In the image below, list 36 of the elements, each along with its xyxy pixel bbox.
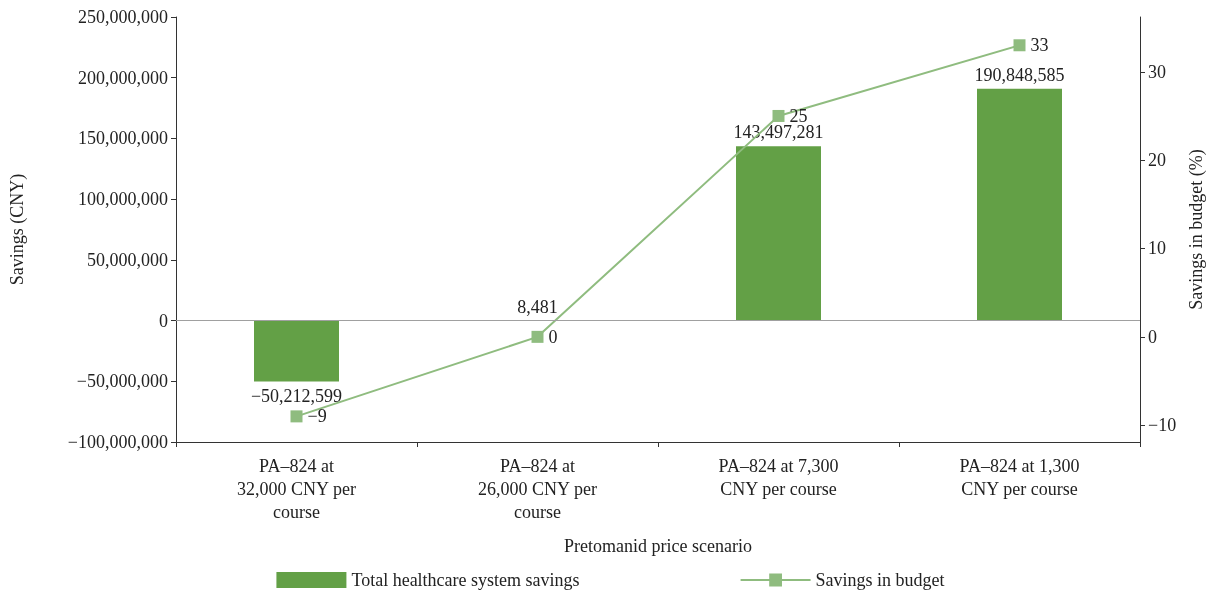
x-tick-label: PA–824 at 26,000 CNY per course bbox=[478, 455, 597, 522]
data-label: 8,481 bbox=[517, 296, 558, 317]
y-tick-label: 200,000,000 bbox=[78, 67, 168, 88]
legend-label: Total healthcare system savings bbox=[351, 570, 580, 590]
data-label: −9 bbox=[307, 406, 327, 427]
y2-tick-label: 0 bbox=[1148, 326, 1157, 347]
x-tick-label: PA–824 at 32,000 CNY per course bbox=[237, 455, 356, 522]
point bbox=[1013, 39, 1026, 52]
y2-tick-label: 20 bbox=[1148, 150, 1166, 171]
y-tick-label: 100,000,000 bbox=[78, 189, 168, 210]
data-label: 190,848,585 bbox=[974, 64, 1065, 85]
y-tick-label: 0 bbox=[159, 310, 168, 331]
bar bbox=[977, 88, 1062, 321]
y2-tick-label: 10 bbox=[1148, 238, 1166, 259]
y-tick-label: 150,000,000 bbox=[78, 128, 168, 149]
y2-tick-label: 30 bbox=[1148, 61, 1166, 82]
y2-tick-label: −10 bbox=[1148, 415, 1177, 436]
bar bbox=[254, 320, 339, 382]
y-axis-title: Savings (CNY) bbox=[7, 173, 28, 286]
y2-axis-title: Savings in budget (%) bbox=[1186, 149, 1208, 310]
y-tick-label: −50,000,000 bbox=[76, 371, 168, 392]
data-label: 25 bbox=[789, 105, 808, 126]
point bbox=[772, 109, 785, 122]
y-tick-label: −100,000,000 bbox=[67, 432, 168, 452]
x-tick-label: PA–824 at 7,300 CNY per course bbox=[718, 455, 839, 499]
data-label: −50,212,599 bbox=[250, 385, 343, 406]
data-label: 33 bbox=[1030, 35, 1049, 56]
data-label: 0 bbox=[548, 326, 558, 347]
bar bbox=[736, 146, 821, 321]
y-tick-label: 50,000,000 bbox=[87, 249, 168, 270]
y-tick-label: 250,000,000 bbox=[78, 7, 168, 27]
point bbox=[290, 410, 303, 423]
x-axis-title: Pretomanid price scenario bbox=[564, 536, 752, 556]
legend-label: Savings in budget bbox=[815, 570, 945, 590]
point bbox=[531, 330, 544, 343]
x-tick-label: PA–824 at 1,300 CNY per course bbox=[959, 455, 1080, 499]
